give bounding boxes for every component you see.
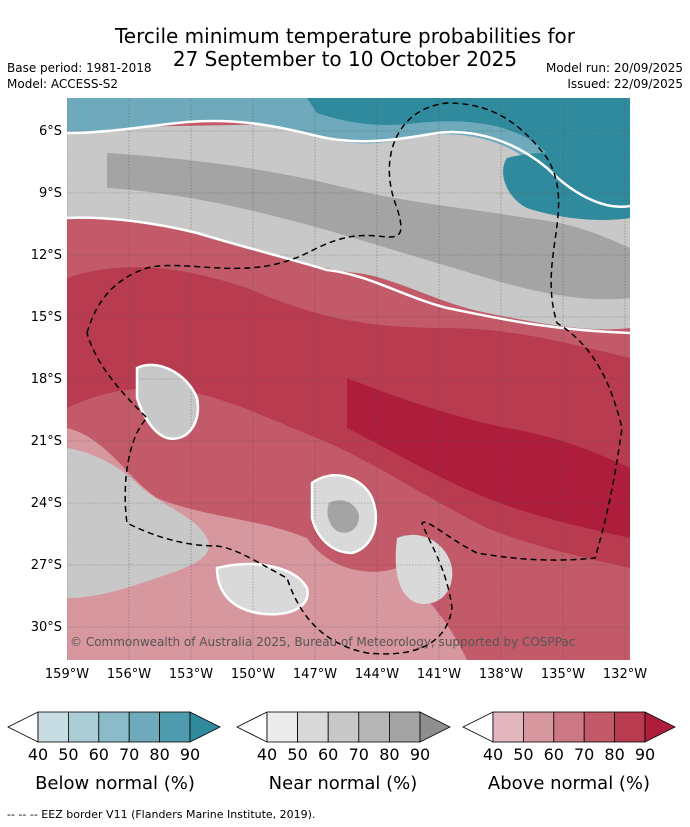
legend-tick: 90 [409, 745, 431, 764]
legend-swatch-below [98, 711, 130, 743]
legend-extend-right [419, 711, 451, 743]
lat-label: 27°S [30, 558, 62, 573]
region-above-50-sw [67, 428, 467, 660]
base-period: Base period: 1981-2018 [7, 61, 152, 75]
region-near-80-north [107, 153, 630, 300]
lon-label: 144°W [354, 667, 400, 682]
lat-label: 12°S [30, 248, 62, 263]
legend-colorbars [7, 711, 676, 743]
legend-extend-left [236, 711, 268, 743]
legend-swatch-near [297, 711, 329, 743]
model-run: Model run: 20/09/2025 [545, 61, 683, 75]
region-near-southeast [395, 534, 453, 604]
legend-swatch-above [553, 711, 585, 743]
lon-label: 135°W [540, 667, 586, 682]
legend-title-above: Above normal (%) [487, 773, 651, 794]
lat-label: 30°S [30, 620, 62, 635]
issued-date: Issued: 22/09/2025 [567, 77, 683, 91]
lon-label: 153°W [168, 667, 214, 682]
legend-tick: 60 [543, 745, 564, 764]
legend-swatch-near [266, 711, 299, 743]
tercile-boundaries [67, 119, 630, 616]
legend-tick: 40 [256, 745, 278, 764]
lon-label: 159°W [44, 667, 90, 682]
eez-footnote: -- -- -- EEZ border V11 (Flanders Marine… [7, 808, 316, 821]
legend-tick: 60 [88, 745, 109, 764]
legend-swatch-near [358, 711, 390, 743]
lon-label: 150°W [230, 667, 276, 682]
lat-label: 18°S [30, 372, 62, 387]
region-near-pocket-center-dark [327, 500, 359, 533]
legend-tick: 40 [482, 745, 504, 764]
legend-tick: 50 [513, 745, 534, 764]
legend-tick: 50 [287, 745, 308, 764]
legend-swatch-below [37, 711, 69, 743]
lat-label: 15°S [30, 310, 62, 325]
chart-title-line2: 27 September to 10 October 2025 [172, 47, 518, 71]
chart-title-line1: Tercile minimum temperature probabilitie… [114, 24, 576, 48]
lon-label: 138°W [478, 667, 524, 682]
legend-swatch-near [327, 711, 360, 743]
copyright-note: © Commonwealth of Australia 2025, Bureau… [70, 635, 575, 649]
legend-swatch-below [159, 711, 191, 743]
region-near-pocket-west [137, 364, 198, 439]
lon-label: 141°W [416, 667, 462, 682]
lat-label: 9°S [38, 186, 62, 201]
legend-swatch-above [523, 711, 555, 743]
legend-tick: 70 [574, 745, 595, 764]
region-below-90-north [307, 98, 630, 192]
legend-tick: 40 [27, 745, 49, 764]
legend-title-below: Below normal (%) [35, 773, 195, 794]
legend-tick: 90 [179, 745, 201, 764]
eez-border [86, 102, 623, 655]
legend-tick: 60 [318, 745, 339, 764]
lon-label: 156°W [106, 667, 152, 682]
lat-label: 24°S [30, 496, 62, 511]
legend-title-near: Near normal (%) [268, 773, 418, 794]
region-near-south [217, 564, 308, 615]
legend-extend-left [462, 711, 494, 743]
meta-right: Model run: 20/09/2025 Issued: 22/09/2025 [546, 60, 683, 92]
legend-tick: 90 [634, 745, 656, 764]
legend-tick: 80 [604, 745, 625, 764]
legend-tick: 80 [379, 745, 400, 764]
legend-swatch-above [492, 711, 524, 743]
model-name: Model: ACCESS-S2 [7, 77, 119, 91]
legend-swatch-above [583, 711, 616, 743]
legend-swatch-below [128, 711, 160, 743]
region-near-southwest [67, 448, 209, 598]
probability-map: © Commonwealth of Australia 2025, Bureau… [67, 98, 630, 660]
lat-label: 6°S [38, 124, 62, 139]
legend-tick: 50 [58, 745, 79, 764]
region-above-90-core [347, 378, 630, 538]
legend-tick: 80 [149, 745, 170, 764]
meta-left: Base period: 1981-2018 Model: ACCESS-S2 [7, 60, 152, 92]
legend-tick: 70 [119, 745, 140, 764]
legend-swatch-near [388, 711, 421, 743]
legend-tick: 70 [348, 745, 369, 764]
lon-label: 132°W [602, 667, 648, 682]
lat-label: 21°S [30, 434, 62, 449]
legend-swatch-below [68, 711, 100, 743]
legend-extend-left [7, 711, 39, 743]
legend-extend-right [644, 711, 676, 743]
legend-extend-right [189, 711, 221, 743]
region-below-north [67, 98, 630, 209]
legend-swatch-above [614, 711, 646, 743]
graticule [67, 98, 630, 660]
lon-label: 147°W [292, 667, 338, 682]
